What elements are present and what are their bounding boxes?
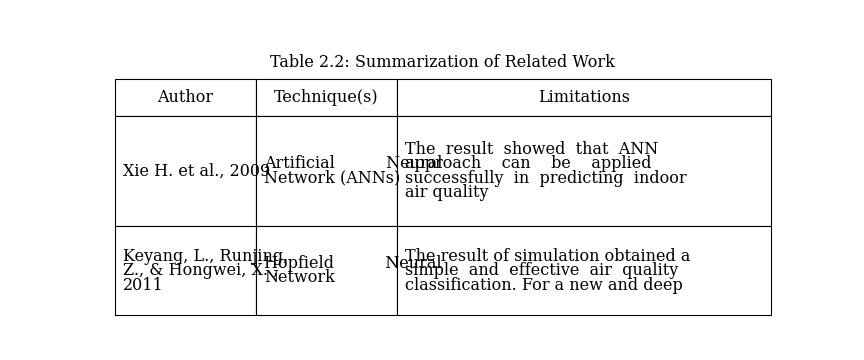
Text: Author: Author (157, 89, 213, 106)
Bar (115, 79, 256, 116)
Text: Z., & Hongwei, X. ,: Z., & Hongwei, X. , (123, 262, 278, 279)
Text: The result of simulation obtained a: The result of simulation obtained a (405, 248, 690, 265)
Bar (397, 226, 771, 315)
Text: Table 2.2: Summarization of Related Work: Table 2.2: Summarization of Related Work (270, 54, 615, 71)
Bar (256, 226, 397, 315)
Text: Technique(s): Technique(s) (274, 89, 378, 106)
Bar (115, 226, 256, 315)
Text: classification. For a new and deep: classification. For a new and deep (405, 276, 683, 294)
Bar (397, 116, 771, 226)
Text: Artificial          Neural: Artificial Neural (264, 156, 442, 172)
Text: Limitations: Limitations (538, 89, 630, 106)
Text: successfully  in  predicting  indoor: successfully in predicting indoor (405, 170, 687, 187)
Text: Network (ANNs): Network (ANNs) (264, 170, 400, 187)
Bar (115, 116, 256, 226)
Text: air quality: air quality (405, 184, 488, 201)
Bar (256, 79, 397, 116)
Text: The  result  showed  that  ANN: The result showed that ANN (405, 141, 658, 158)
Text: Hopfield          Neural: Hopfield Neural (264, 255, 442, 272)
Text: Keyang, L., Runjing,: Keyang, L., Runjing, (123, 248, 288, 265)
Text: Xie H. et al., 2009: Xie H. et al., 2009 (123, 163, 270, 180)
Text: 2011: 2011 (123, 276, 163, 294)
Text: approach    can    be    applied: approach can be applied (405, 156, 651, 172)
Text: simple  and  effective  air  quality: simple and effective air quality (405, 262, 678, 279)
Bar (256, 116, 397, 226)
Text: Network: Network (264, 269, 334, 287)
Bar (397, 79, 771, 116)
